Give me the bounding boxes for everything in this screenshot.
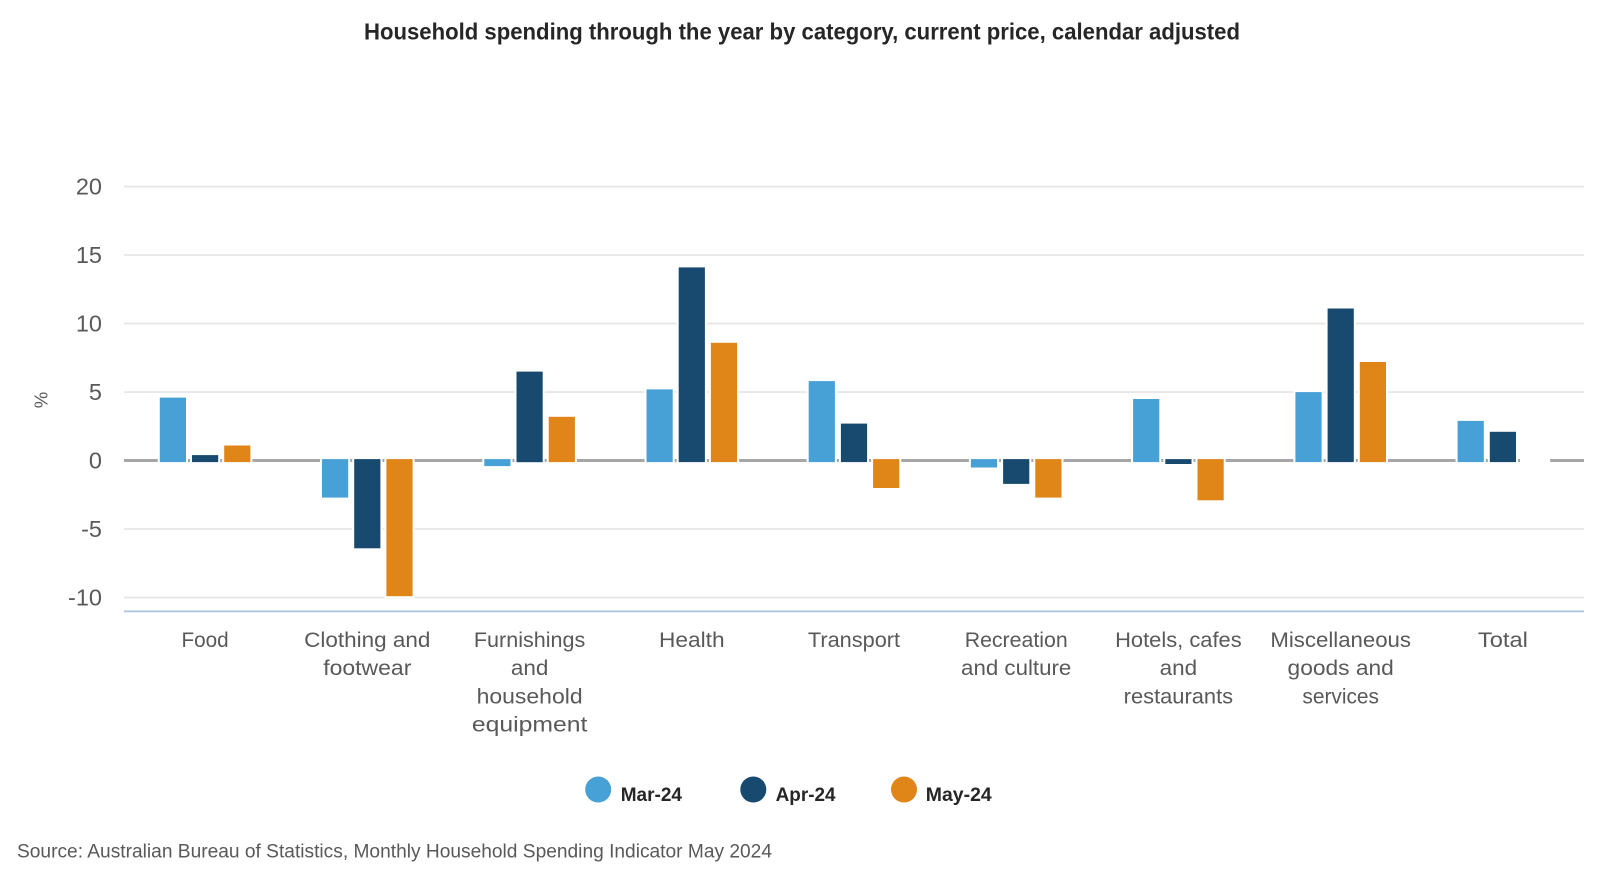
svg-text:5: 5 [89,379,102,405]
svg-text:services: services [1302,684,1379,708]
svg-text:restaurants: restaurants [1124,684,1233,708]
svg-text:Apr-24: Apr-24 [776,784,836,806]
svg-text:Transport: Transport [808,628,900,652]
svg-text:Food: Food [182,628,229,652]
svg-text:May-24: May-24 [926,784,992,806]
svg-text:Hotels, cafes: Hotels, cafes [1115,628,1242,652]
svg-text:and: and [511,656,549,680]
svg-text:footwear: footwear [323,656,411,680]
svg-text:household: household [477,684,583,708]
svg-text:and: and [1160,656,1198,680]
svg-text:10: 10 [76,311,102,337]
svg-text:Recreation: Recreation [965,628,1068,652]
svg-text:goods and: goods and [1288,656,1394,680]
svg-text:-10: -10 [68,585,102,611]
svg-text:Household spending through the: Household spending through the year by c… [364,19,1240,45]
svg-text:Furnishings: Furnishings [474,628,585,652]
svg-text:-5: -5 [81,516,102,542]
svg-text:Source: Australian Bureau of S: Source: Australian Bureau of Statistics,… [17,842,772,863]
svg-text:equipment: equipment [472,713,588,737]
svg-text:Clothing and: Clothing and [304,628,430,652]
svg-text:Total: Total [1478,628,1528,652]
svg-text:%: % [31,392,52,408]
svg-text:0: 0 [89,448,102,474]
svg-text:Health: Health [659,628,725,652]
svg-text:Miscellaneous: Miscellaneous [1270,628,1411,652]
svg-text:15: 15 [76,242,102,268]
svg-text:Mar-24: Mar-24 [621,784,682,806]
svg-text:20: 20 [76,174,102,200]
svg-text:and culture: and culture [961,656,1071,680]
